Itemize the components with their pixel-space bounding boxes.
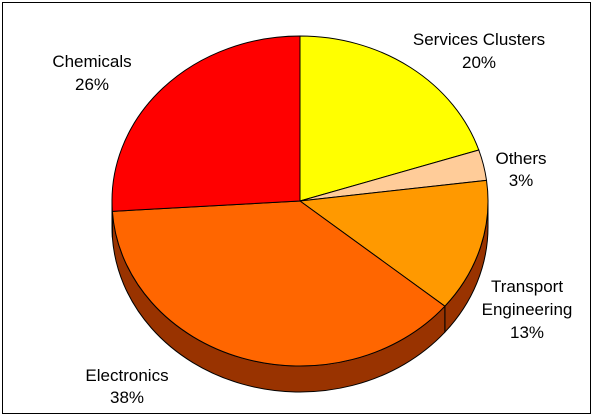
slice-pct-transport-engineering: 13% xyxy=(510,323,544,342)
slice-label-transport-engineering-line2: Engineering xyxy=(482,300,573,319)
slice-pct-chemicals: 26% xyxy=(75,75,109,94)
slice-label-others: Others xyxy=(495,149,546,168)
slice-label-services-clusters: Services Clusters xyxy=(413,30,545,49)
slice-pct-electronics: 38% xyxy=(110,388,144,407)
slice-pct-others: 3% xyxy=(509,171,534,190)
slice-pct-services-clusters: 20% xyxy=(462,53,496,72)
slice-label-chemicals: Chemicals xyxy=(52,52,131,71)
slice-label-transport-engineering-line1: Transport xyxy=(491,277,563,296)
pie-slices xyxy=(112,36,488,366)
pie-slice-chemicals xyxy=(112,36,300,211)
slice-label-electronics: Electronics xyxy=(85,366,168,385)
